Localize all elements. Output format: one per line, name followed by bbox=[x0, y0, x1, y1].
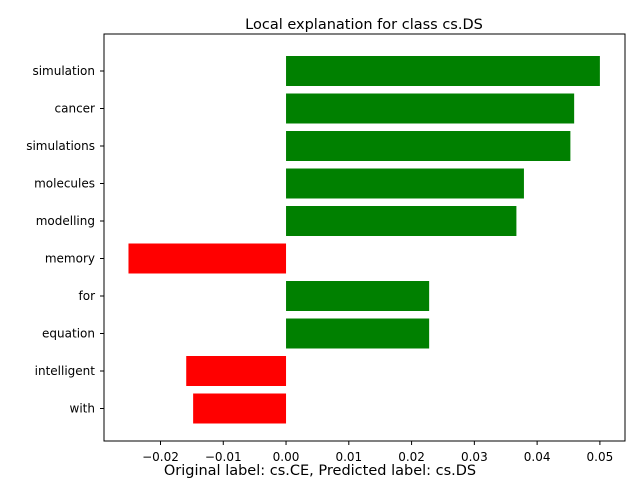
x-tick-label: 0.03 bbox=[461, 450, 488, 464]
bar-equation bbox=[286, 318, 430, 349]
y-tick-label: for bbox=[79, 289, 96, 303]
x-tick-label: −0.01 bbox=[205, 450, 242, 464]
bar-cancer bbox=[286, 93, 575, 124]
y-tick-label: molecules bbox=[34, 177, 95, 191]
x-tick-label: 0.01 bbox=[335, 450, 362, 464]
x-tick-label: 0.00 bbox=[273, 450, 300, 464]
bar-molecules bbox=[286, 168, 524, 199]
plot-frame bbox=[103, 33, 626, 442]
x-tick-label: −0.02 bbox=[142, 450, 179, 464]
x-axis-ticks: −0.02 −0.01 0.00 0.01 0.02 0.03 0.04 0.05 bbox=[142, 441, 613, 464]
y-tick-label: with bbox=[70, 402, 95, 416]
bar-with bbox=[193, 393, 287, 424]
y-tick-label: simulations bbox=[26, 139, 95, 153]
y-tick-label: intelligent bbox=[35, 364, 96, 378]
chart-title: Local explanation for class cs.DS bbox=[245, 17, 483, 33]
y-tick-label: memory bbox=[45, 252, 95, 266]
y-tick-label: cancer bbox=[55, 102, 96, 116]
chart-caption: Original label: cs.CE, Predicted label: … bbox=[164, 463, 476, 479]
x-tick-label: 0.05 bbox=[587, 450, 614, 464]
bar-simulation bbox=[286, 56, 600, 86]
bar-modelling bbox=[286, 206, 517, 236]
bar-for bbox=[286, 281, 430, 311]
x-tick-label: 0.04 bbox=[524, 450, 551, 464]
y-tick-label: equation bbox=[42, 327, 95, 341]
bar-intelligent bbox=[186, 356, 287, 386]
y-axis-ticks: simulation cancer simulations molecules mode… bbox=[26, 64, 104, 416]
y-tick-label: simulation bbox=[32, 64, 95, 78]
y-tick-label: modelling bbox=[36, 214, 95, 228]
x-tick-label: 0.02 bbox=[398, 450, 425, 464]
bar-simulations bbox=[286, 131, 571, 161]
bars-group bbox=[128, 56, 600, 424]
bar-memory bbox=[128, 243, 287, 274]
